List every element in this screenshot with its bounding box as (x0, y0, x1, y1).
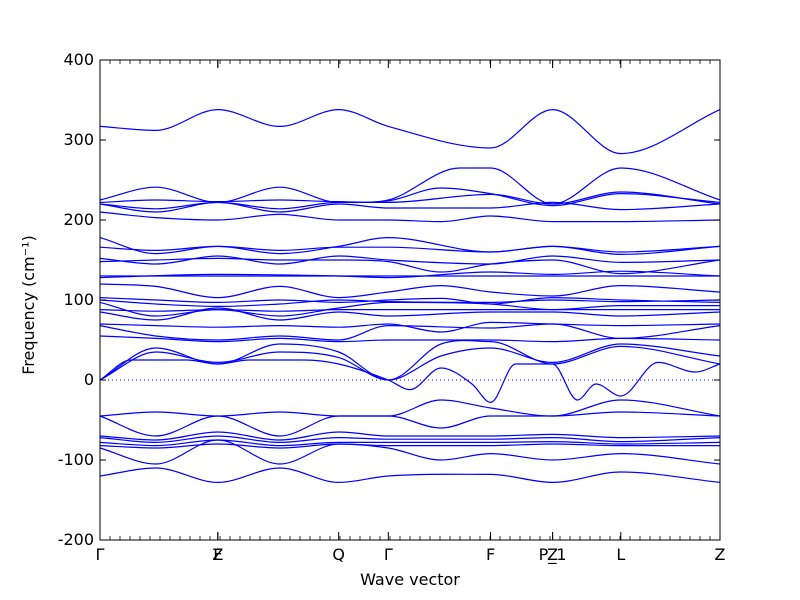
band-line-4 (99, 191, 721, 210)
band-line-12 (99, 270, 721, 279)
band-line-27 (99, 431, 721, 441)
band-line-3 (99, 167, 721, 205)
x-tick-label: Z (547, 545, 558, 564)
band-line-24 (99, 359, 721, 404)
band-line-9 (99, 255, 721, 265)
x-tick-label: P_1 (539, 545, 567, 565)
x-tick-label: Q (332, 545, 345, 564)
y-tick-label: 300 (63, 130, 94, 149)
band-line-7 (99, 236, 721, 256)
band-line-28 (99, 435, 721, 444)
x-tick-label: Γ (384, 545, 393, 564)
y-tick-label: 400 (63, 50, 94, 69)
x-axis-label: Wave vector (360, 570, 460, 589)
band-line-20 (99, 323, 721, 341)
band-line-26 (99, 399, 721, 429)
band-line-21 (99, 335, 721, 343)
band-line-30 (99, 443, 720, 449)
band-line-29 (99, 439, 721, 447)
band-line-14 (99, 296, 721, 305)
band-line-31 (99, 439, 721, 465)
band-line-19 (99, 321, 721, 333)
band-line-10 (99, 257, 721, 275)
band-line-23 (99, 343, 721, 381)
band-line-6 (99, 211, 721, 223)
y-tick-label: 200 (63, 210, 94, 229)
band-line-1 (99, 108, 721, 155)
band-line-18 (99, 307, 721, 321)
band-line-13 (99, 283, 721, 299)
band-line-8 (99, 245, 721, 253)
band-lines (99, 108, 721, 484)
band-line-15 (99, 299, 721, 308)
band-line-2 (99, 186, 721, 207)
y-tick-labels: -200 -100 0 100 200 300 400 (58, 50, 94, 549)
y-tick-label: -100 (58, 450, 94, 469)
y-tick-label: -200 (58, 530, 94, 549)
x-tick-label: Γ (96, 545, 105, 564)
x-tick-label: F (486, 545, 495, 564)
x-tick-label: L (616, 545, 625, 564)
y-tick-label: 100 (63, 290, 94, 309)
x-tick-label: Z (715, 545, 726, 564)
plot-frame (99, 59, 721, 541)
y-axis-label: Frequency (cm⁻¹) (19, 235, 38, 374)
band-line-17 (99, 308, 720, 312)
x-tick-label: F (213, 545, 222, 564)
y-tick-label: 0 (84, 370, 94, 389)
x-tick-labels: Γ FZ Q Γ F P_1Z L Z (96, 545, 726, 565)
band-line-25 (99, 399, 721, 437)
band-line-5 (99, 201, 721, 213)
band-line-32 (99, 467, 721, 484)
x-tick-label: Z (212, 545, 223, 564)
